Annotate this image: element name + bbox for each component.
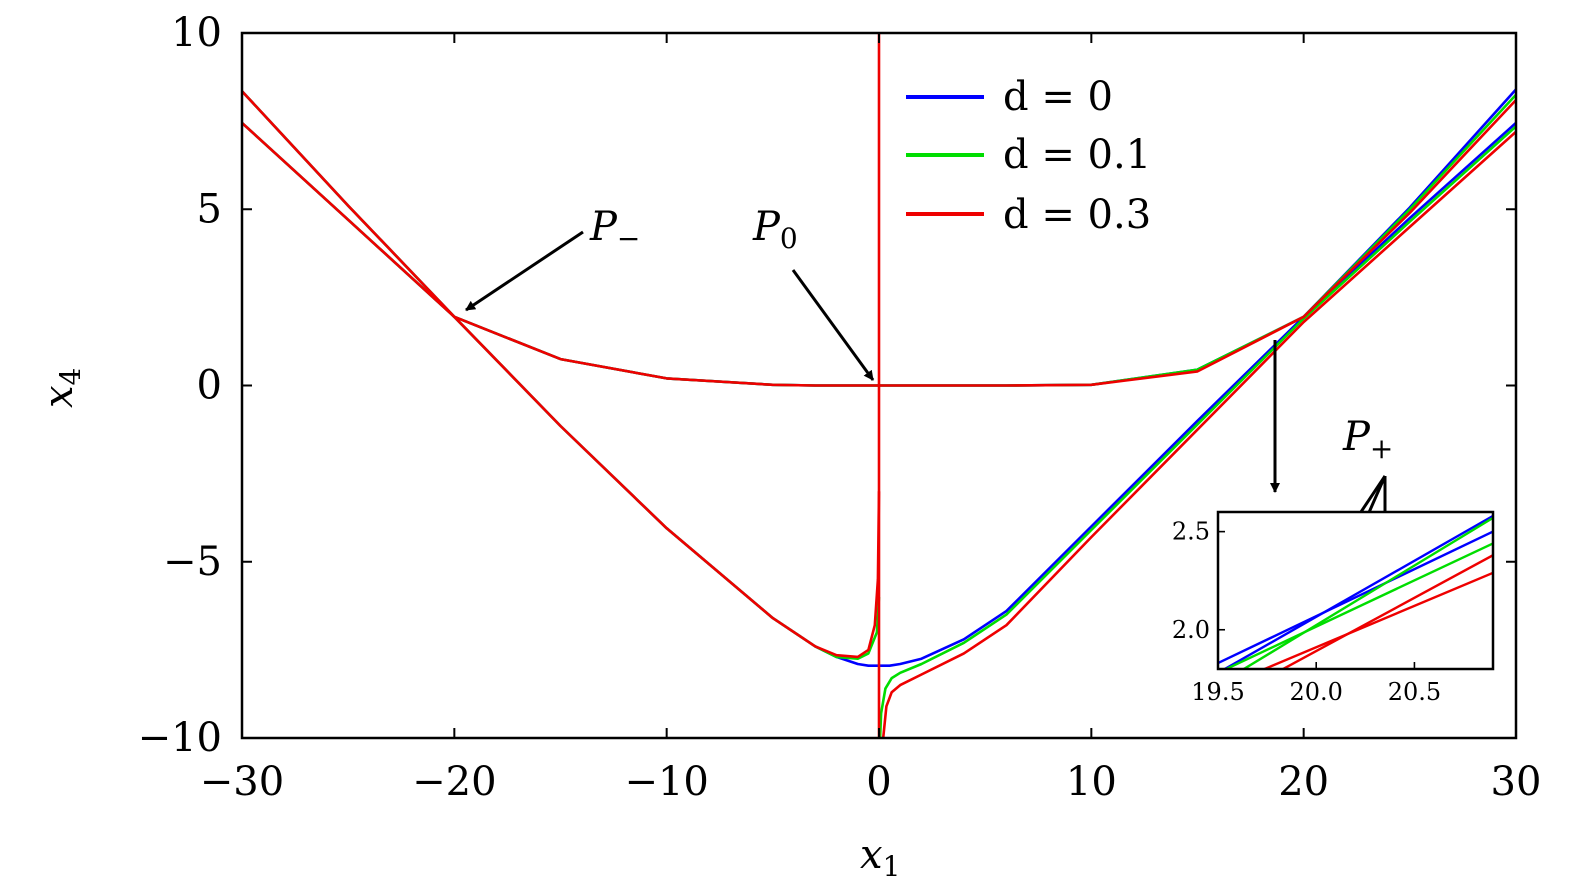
inset-line-2 (1223, 542, 1493, 669)
annotation-p-minus-label: P− (589, 204, 640, 255)
annotation-p-zero-label: P0 (752, 204, 798, 255)
inset-y-tick-label: 2.5 (1172, 518, 1210, 546)
inset-lines (1218, 514, 1493, 669)
annotation-p-minus-arrow (465, 230, 584, 312)
x-tick-label: −20 (412, 759, 496, 805)
x-tick-label: 20 (1278, 759, 1329, 805)
inset-x-tick-label: 20.5 (1388, 678, 1441, 706)
series-line-2-branch-4 (881, 130, 1516, 738)
inset-y-tick-label: 2.0 (1172, 616, 1210, 644)
x-tick-label: 30 (1491, 759, 1542, 805)
y-axis-label: x4 (36, 368, 87, 408)
legend-label-d0: d = 0 (1003, 74, 1113, 120)
inset-ticks: 19.5 20.0 20.5 2.0 2.5 (1172, 518, 1441, 706)
inset-x-tick-label: 20.0 (1289, 678, 1342, 706)
inset-background (1218, 512, 1493, 669)
y-tick-label: 5 (197, 186, 222, 232)
series-line-0-branch-2 (879, 88, 1516, 387)
series-line-1-branch-2 (879, 93, 1516, 387)
plot-area-lines (242, 33, 1516, 738)
legend: d = 0 d = 0.1 d = 0.3 (906, 74, 1151, 238)
annotation-p-minus: P− (465, 204, 640, 312)
y-tick-label: −10 (138, 715, 222, 761)
series-line-0-branch-0 (242, 90, 879, 668)
series-line-2-branch-1 (242, 121, 879, 387)
y-tick-label: −5 (163, 539, 222, 585)
annotation-p-zero: P0 (752, 204, 875, 381)
annotation-p-plus-label: P+ (1342, 414, 1393, 465)
inset-line-5 (1280, 554, 1493, 669)
legend-label-d01: d = 0.1 (1003, 132, 1151, 178)
series-line-2-branch-3 (879, 99, 1516, 387)
series-line-1-branch-0 (242, 90, 881, 661)
y-tick-label: 0 (197, 363, 222, 409)
inset-plot: 19.5 20.0 20.5 2.0 2.5 (1172, 510, 1495, 706)
inset-line-0 (1218, 530, 1493, 665)
inset-line-3 (1241, 516, 1493, 669)
series-line-2-branch-0 (242, 90, 881, 659)
x-tick-label: −30 (200, 759, 284, 805)
y-tick-label: 10 (171, 10, 222, 56)
x-tick-label: 10 (1066, 759, 1117, 805)
legend-label-d03: d = 0.3 (1003, 192, 1151, 238)
inset-frame (1216, 510, 1495, 671)
axis-ticks: −30 −20 −10 0 10 20 30 −10 −5 0 5 10 (138, 10, 1542, 805)
series-line-1-branch-3 (878, 125, 1516, 738)
inset-x-tick-label: 19.5 (1191, 678, 1244, 706)
annotation-p-zero-arrow (791, 269, 875, 381)
x-axis-label: x1 (860, 832, 900, 883)
inset-line-1 (1222, 514, 1493, 669)
x-tick-label: −10 (624, 759, 708, 805)
x-tick-label: 0 (866, 759, 891, 805)
